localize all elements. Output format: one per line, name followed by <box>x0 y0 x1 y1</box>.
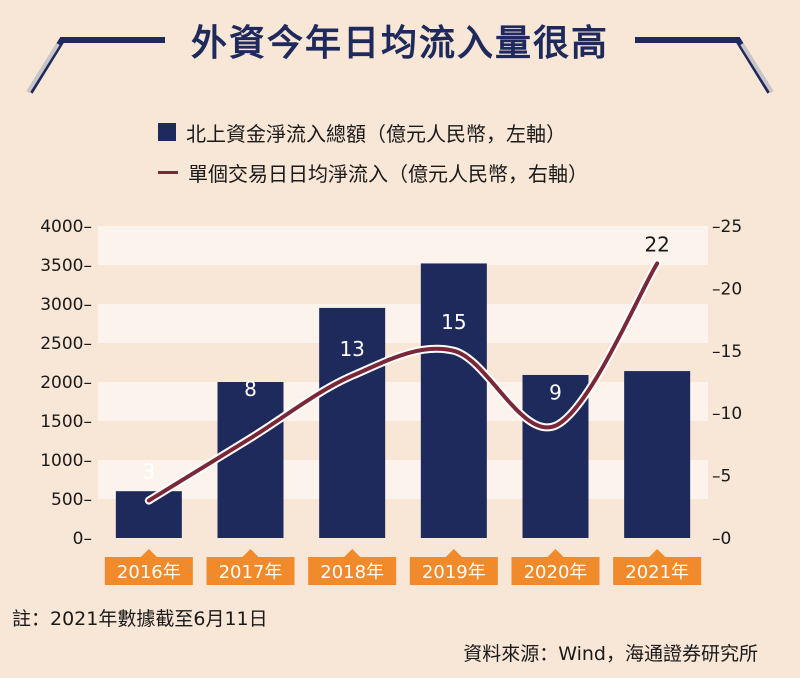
legend-line-swatch <box>158 170 178 174</box>
left-axis-tick-label: 500– <box>51 490 92 510</box>
bar <box>420 263 487 538</box>
legend-item-line: 單個交易日日均淨流入（億元人民幣，右軸） <box>158 152 588 192</box>
line-data-label: 22 <box>644 232 669 256</box>
category-label: 2018年 <box>320 562 384 583</box>
right-axis-tick-label: –25 <box>712 217 742 237</box>
grid-band <box>98 304 708 343</box>
title-banner: 外資今年日均流入量很高 <box>0 0 800 95</box>
series-line <box>146 261 660 503</box>
category-label: 2016年 <box>117 562 181 583</box>
source-credit: 資料來源：Wind，海通證券研究所 <box>463 643 758 665</box>
right-axis-tick-label: –10 <box>712 404 742 424</box>
page-title: 外資今年日均流入量很高 <box>190 23 609 64</box>
right-axis-tick-label: –20 <box>712 279 742 299</box>
bar <box>217 382 284 538</box>
bar <box>319 307 386 538</box>
left-axis-tick-label: 2500– <box>40 334 92 354</box>
category-tag <box>206 549 295 585</box>
left-axis-tick-label: 4000– <box>40 217 92 237</box>
category-tag <box>104 549 193 585</box>
category-label: 2017年 <box>219 562 283 583</box>
line-data-label: 3 <box>142 460 155 484</box>
legend-line-label: 單個交易日日均淨流入（億元人民幣，右軸） <box>188 161 588 186</box>
category-tag <box>511 549 600 585</box>
footnote: 註：2021年數據截至6月11日 <box>12 608 268 630</box>
line-data-label: 15 <box>441 310 466 334</box>
legend-bar-label: 北上資金淨流入總額（億元人民幣，左軸） <box>186 121 566 146</box>
category-tag <box>409 549 498 585</box>
right-axis-tick-label: –5 <box>712 467 731 487</box>
legend-bar-swatch <box>158 123 176 141</box>
legend-item-bar: 北上資金淨流入總額（億元人民幣，左軸） <box>158 112 588 152</box>
left-axis-tick-label: 3000– <box>40 295 92 315</box>
left-axis-tick-label: 1000– <box>40 451 92 471</box>
bar <box>624 371 691 538</box>
line-data-label: 9 <box>549 381 562 405</box>
left-axis-tick-label: 1500– <box>40 412 92 432</box>
left-axis-tick-label: 3500– <box>40 256 92 276</box>
category-label: 2021年 <box>625 562 689 583</box>
category-label: 2019年 <box>422 562 486 583</box>
right-axis-tick-label: –15 <box>712 342 742 362</box>
category-tag <box>613 549 702 585</box>
left-axis-tick-label: 2000– <box>40 373 92 393</box>
line-data-label: 13 <box>339 337 364 361</box>
title-decoration <box>26 37 774 94</box>
grid-band <box>98 226 708 265</box>
chart-legend: 北上資金淨流入總額（億元人民幣，左軸） 單個交易日日均淨流入（億元人民幣，右軸） <box>158 112 588 192</box>
grid-band <box>98 382 708 421</box>
right-axis-tick-label: –0 <box>712 529 731 549</box>
category-label: 2020年 <box>524 562 588 583</box>
left-axis-tick-label: 0– <box>73 529 92 549</box>
category-tag <box>308 549 397 585</box>
line-data-label: 8 <box>244 377 257 401</box>
